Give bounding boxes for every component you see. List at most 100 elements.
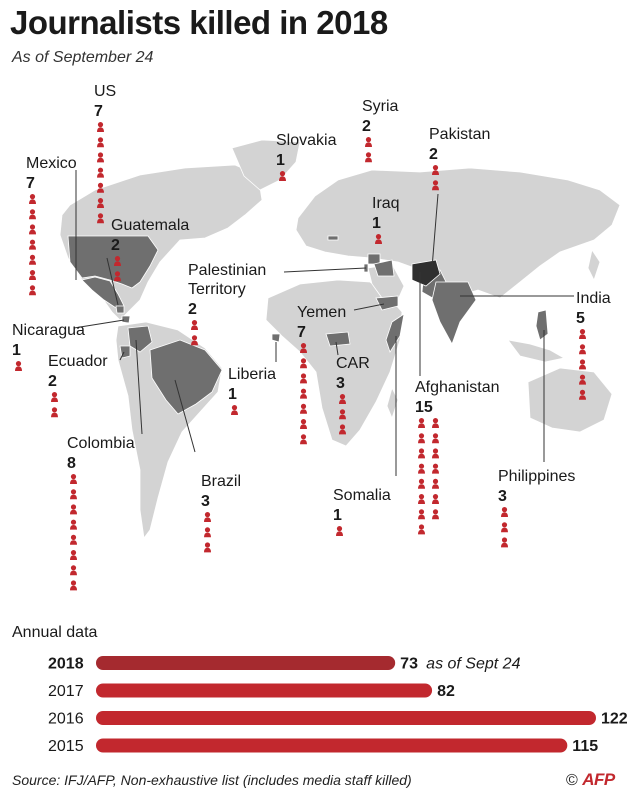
person-icon [579, 344, 586, 355]
country-label-guatemala: Guatemala 2 [111, 217, 189, 282]
person-icon [501, 537, 508, 548]
country-label-colombia: Colombia 8 [67, 435, 135, 591]
person-icon [15, 361, 22, 371]
country-label-somalia: Somalia 1 [333, 487, 391, 536]
person-icon [579, 359, 586, 370]
somalia-shape [385, 313, 405, 353]
country-name: CAR [336, 355, 370, 372]
person-icon [51, 407, 58, 418]
nicaragua-shape [121, 315, 131, 324]
bar-annotation: as of Sept 24 [426, 656, 520, 673]
death-count: 3 [498, 488, 507, 505]
country-name: US [94, 83, 116, 100]
person-icon [336, 526, 343, 536]
death-count: 7 [94, 103, 103, 120]
person-icon [70, 580, 77, 591]
country-name: Slovakia [276, 132, 337, 149]
person-icon [418, 448, 425, 459]
bar-year-label: 2015 [48, 738, 84, 755]
bar-2016 [96, 711, 596, 725]
death-count: 15 [415, 399, 433, 416]
leader-lines [73, 170, 574, 476]
country-label-nicaragua: Nicaragua 1 [12, 322, 85, 371]
eurasia-shape [295, 167, 621, 299]
person-icon [29, 224, 36, 235]
country-label-india: India 5 [576, 290, 611, 400]
country-label-slovakia: Slovakia 1 [276, 132, 337, 181]
bar-value-label: 82 [437, 683, 455, 700]
death-count: 1 [276, 152, 285, 169]
person-icon [29, 209, 36, 220]
bar-value-label: 73 [400, 656, 418, 673]
person-icon [432, 494, 439, 504]
person-icon [418, 418, 425, 428]
person-icon [51, 392, 58, 402]
person-icon [365, 137, 372, 147]
afghanistan-shape [411, 259, 441, 287]
person-icon [432, 418, 439, 428]
bar-value-label: 122 [601, 711, 628, 728]
liberia-shape [271, 333, 281, 343]
world-map: US 7 Mexico 7 Guatemala 2 Nicaragua 1 Ecuador 2 Co… [12, 83, 621, 591]
country-label-car: CAR 3 [336, 355, 370, 435]
person-icon [204, 527, 211, 538]
person-icon [300, 419, 307, 429]
annual-bar-chart: 2018 73 as of Sept 24 2017 82 2016 122 2015 115 [48, 656, 628, 756]
death-count: 7 [297, 324, 306, 341]
afp-logo-text: AFP [582, 770, 615, 789]
country-name: Mexico [26, 155, 77, 172]
death-count: 1 [12, 342, 21, 359]
person-icon [432, 448, 439, 459]
country-label-afghanistan: Afghanistan 15 [415, 379, 500, 535]
person-icon [70, 489, 77, 500]
indonesia-shape [507, 339, 566, 363]
person-icon [204, 512, 211, 522]
country-name: Somalia [333, 487, 391, 504]
syria-shape [367, 253, 381, 265]
person-icon [418, 478, 425, 489]
car-shape [325, 331, 351, 347]
country-label-palestinian-territory: Palestinian Territory 2 [188, 262, 266, 346]
country-label-mexico: Mexico 7 [26, 155, 77, 296]
bar-2017 [96, 683, 433, 698]
person-icon [97, 137, 104, 148]
annual-data-label: Annual data [12, 624, 98, 641]
source-note: Source: IFJ/AFP, Non-exhaustive list (in… [12, 772, 412, 788]
person-icon [300, 373, 307, 384]
person-icon [97, 152, 104, 163]
africa-shape [265, 279, 403, 447]
country-name: Ecuador [48, 353, 108, 370]
person-icon [418, 494, 425, 504]
bar-year-label: 2017 [48, 683, 84, 700]
death-count: 5 [576, 310, 585, 327]
person-icon [70, 474, 77, 484]
death-count: 2 [111, 237, 120, 254]
person-icon [97, 167, 104, 178]
person-icon [300, 434, 307, 445]
person-icon [432, 165, 439, 175]
country-label-iraq: Iraq 1 [372, 195, 400, 244]
slovakia-shape [327, 235, 339, 241]
person-icon [418, 463, 425, 474]
country-name: Palestinian Territory [188, 262, 266, 298]
bar-value-label: 115 [572, 738, 598, 755]
copyright-symbol: © [566, 772, 578, 789]
afp-logo: © AFP [566, 770, 615, 790]
bar-year-label: 2018 [48, 656, 84, 673]
person-icon [418, 524, 425, 535]
person-icon [70, 504, 77, 515]
guatemala-shape [115, 305, 125, 314]
person-icon [70, 534, 77, 545]
person-icon [501, 522, 508, 533]
death-count: 3 [201, 493, 210, 510]
person-icon [29, 239, 36, 250]
person-icon [432, 433, 439, 444]
death-count: 2 [188, 301, 197, 318]
country-name: Syria [362, 98, 399, 115]
person-icon [300, 403, 307, 414]
country-label-brazil: Brazil 3 [201, 473, 241, 553]
person-icon [365, 152, 372, 163]
death-count: 8 [67, 455, 76, 472]
person-icon [29, 194, 36, 204]
death-count: 1 [372, 215, 381, 232]
